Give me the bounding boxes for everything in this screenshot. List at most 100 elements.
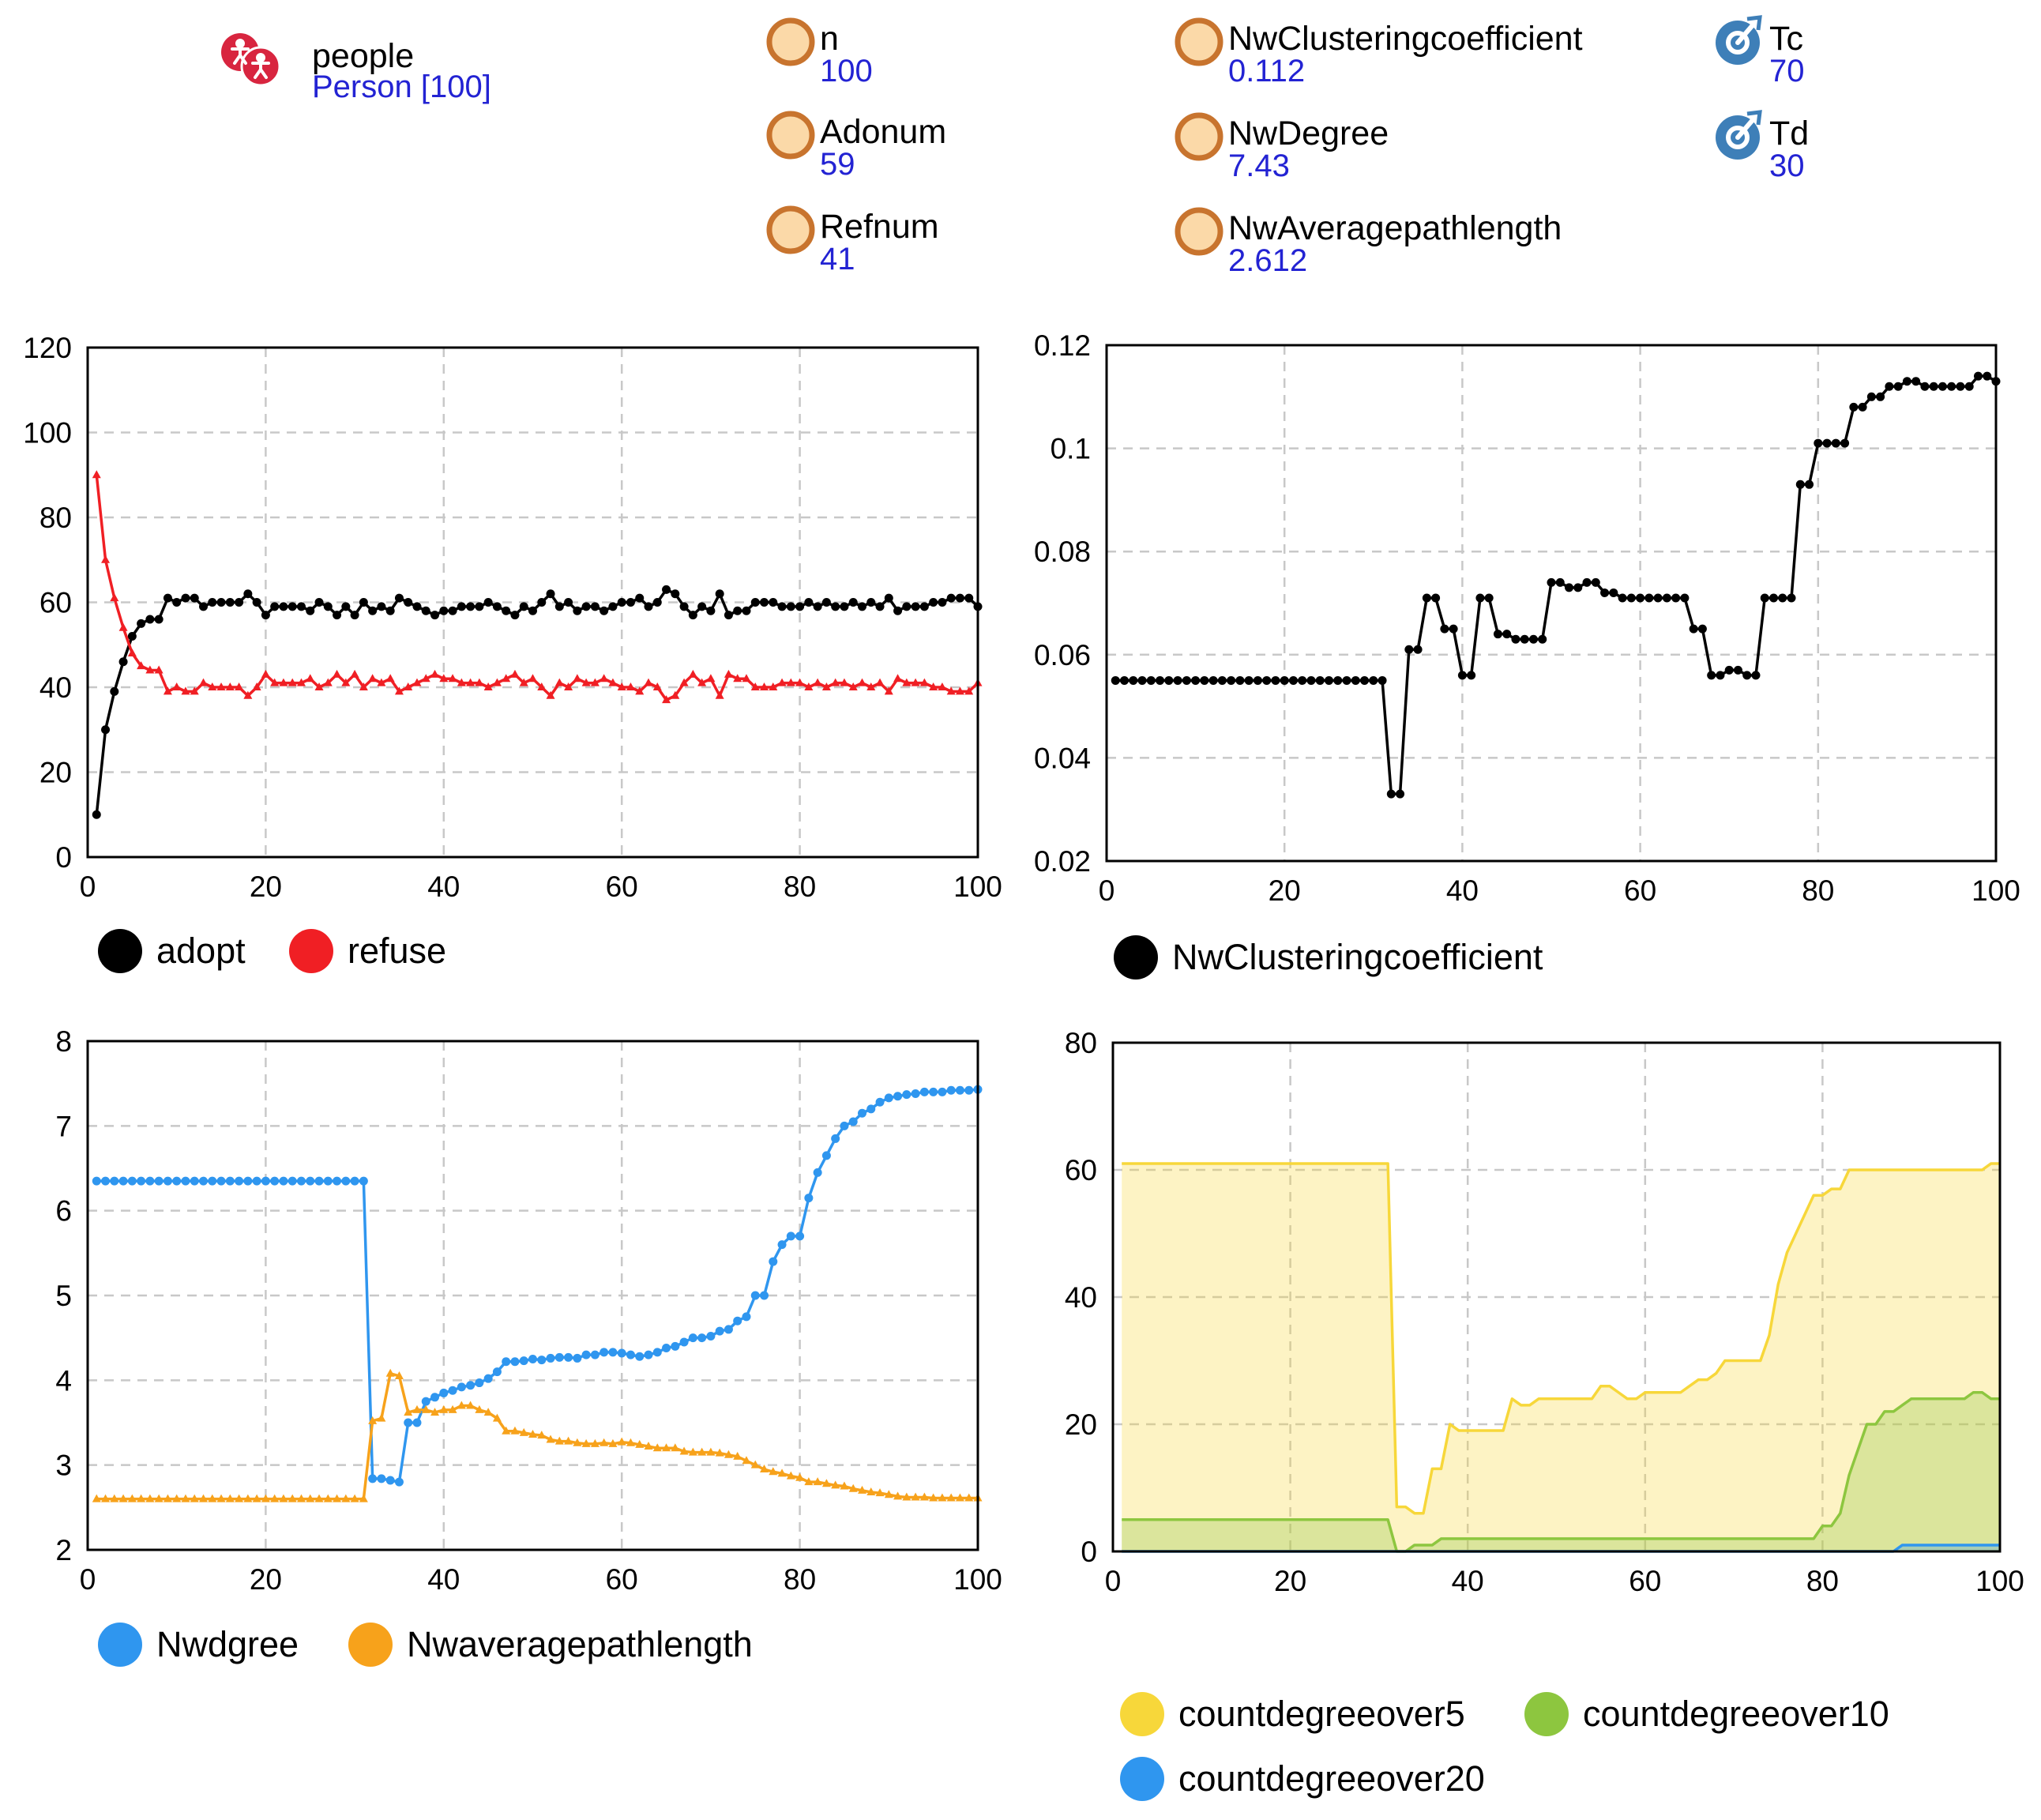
data-point-Nwaveragepathlength [946,1493,956,1502]
data-point-refuse [679,678,689,686]
data-point-Nwdgree [573,1353,582,1363]
variable-icon [1175,112,1223,161]
data-point-adopt [333,611,342,620]
data-point-adopt [600,606,609,615]
data-point-adopt [857,602,866,611]
y-tick-label: 60 [1065,1154,1097,1186]
data-point-Nwaveragepathlength [333,1494,342,1502]
data-point-Nwdgree [145,1176,155,1186]
data-point-Nwdgree [804,1194,814,1203]
x-tick-label: 60 [606,1563,638,1596]
data-point-adopt [475,602,484,611]
data-point-refuse [573,674,582,682]
data-point-NwClusteringcoefficient [1591,577,1600,587]
y-tick-label: 0 [1081,1536,1097,1568]
series-line-countdegreeover5 [1122,1162,2000,1515]
data-point-refuse [848,682,858,690]
data-point-adopt [296,602,306,611]
data-point-Nwaveragepathlength [626,1438,635,1446]
data-point-refuse [742,674,751,682]
x-tick-label: 20 [250,871,282,903]
data-point-NwClusteringcoefficient [1502,630,1512,639]
x-tick-label: 80 [784,1563,816,1596]
chart-clustering: 0 20 40 60 80 100 0.02 0.04 0.06 0.08 0.1 0.12 [1034,329,2020,907]
data-point-adopt [777,602,787,611]
x-tick-label: 100 [953,1563,1002,1596]
y-tick-label: 0.04 [1034,742,1091,774]
data-point-Nwaveragepathlength [412,1404,422,1413]
data-point-Nwdgree [412,1418,422,1427]
data-point-Nwdgree [448,1386,457,1395]
data-point-Nwdgree [510,1357,520,1367]
data-point-refuse [644,678,653,686]
data-point-adopt [154,615,164,624]
data-point-Nwaveragepathlength [368,1416,378,1424]
data-point-refuse [199,678,209,686]
data-point-NwClusteringcoefficient [1182,675,1191,685]
data-point-refuse [821,682,831,690]
data-point-NwClusteringcoefficient [1618,593,1627,603]
y-tick-label: 80 [1065,1027,1097,1059]
data-point-refuse [430,669,440,678]
data-point-adopt [519,602,528,611]
variable-name: n [820,20,839,58]
data-point-adopt [831,602,840,611]
data-point-refuse [296,678,306,686]
data-point-Nwaveragepathlength [181,1494,190,1502]
data-point-adopt [421,606,430,615]
data-point-NwClusteringcoefficient [1805,479,1814,489]
data-point-refuse [385,674,395,682]
data-point-refuse [137,661,146,670]
data-point-refuse [127,649,137,656]
series-line-NwClusteringcoefficient [1115,374,1997,795]
x-tick-label: 20 [1274,1565,1306,1597]
data-point-NwClusteringcoefficient [1671,593,1681,603]
data-point-NwClusteringcoefficient [1947,382,1956,391]
data-point-NwClusteringcoefficient [1164,675,1174,685]
plot-frame [86,346,979,859]
data-point-Nwdgree [314,1176,324,1186]
y-tick-label: 0 [55,841,72,874]
data-point-refuse [795,678,805,686]
data-point-adopt [225,598,235,607]
data-point-adopt [118,657,128,667]
data-point-adopt [350,611,359,620]
data-point-Nwdgree [608,1348,618,1357]
data-point-adopt [902,602,911,611]
data-point-Nwaveragepathlength [421,1404,430,1413]
data-point-Nwaveragepathlength [404,1408,413,1416]
data-point-Nwaveragepathlength [439,1404,449,1413]
data-point-Nwdgree [760,1291,769,1300]
data-point-Nwdgree [492,1367,502,1377]
data-point-adopt [181,593,190,603]
data-point-adopt [323,602,333,611]
data-point-adopt [715,589,724,599]
population-icon [221,33,281,87]
data-point-adopt [581,602,591,611]
data-point-adopt [938,598,947,607]
data-point-NwClusteringcoefficient [1644,593,1654,603]
data-point-NwClusteringcoefficient [1475,593,1485,603]
legend-dot [348,1623,393,1667]
data-point-Nwaveragepathlength [617,1437,626,1446]
data-point-Nwdgree [662,1344,671,1353]
data-point-refuse [350,669,359,678]
plot-frame [1111,1041,2002,1553]
data-point-Nwdgree [385,1476,395,1485]
y-tick-label: 0.02 [1034,845,1091,878]
data-point-Nwaveragepathlength [929,1493,938,1502]
data-point-Nwdgree [252,1176,261,1186]
data-point-Nwdgree [430,1393,440,1402]
data-point-Nwdgree [964,1085,974,1095]
data-point-NwClusteringcoefficient [1858,402,1867,412]
data-point-Nwdgree [475,1378,484,1388]
data-point-adopt [127,632,137,641]
data-point-Nwaveragepathlength [359,1494,368,1502]
legend-label: adopt [156,931,246,971]
legend-label: refuse [348,931,447,971]
data-point-refuse [581,678,591,686]
data-point-NwClusteringcoefficient [1956,382,1965,391]
y-tick-label: 6 [55,1195,72,1228]
data-point-NwClusteringcoefficient [1511,634,1520,644]
data-point-adopt [279,602,288,611]
